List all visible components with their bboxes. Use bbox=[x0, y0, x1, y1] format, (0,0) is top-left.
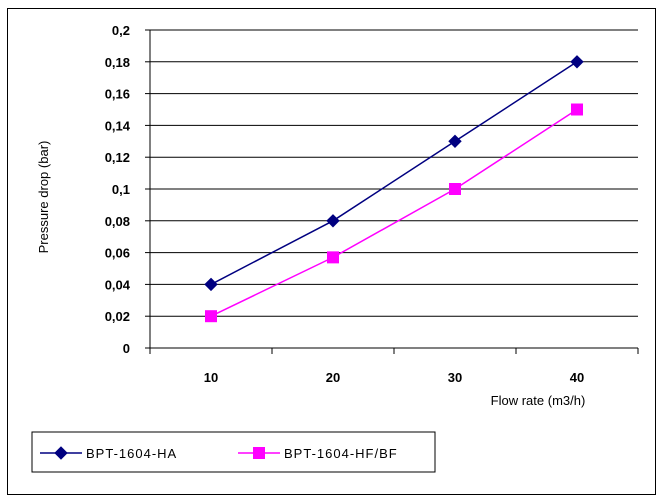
legend-marker bbox=[253, 447, 265, 459]
y-tick-label: 0,1 bbox=[112, 182, 130, 197]
legend-label: BPT-1604-HF/BF bbox=[284, 446, 398, 461]
data-point bbox=[570, 55, 584, 69]
legend: BPT-1604-HA BPT-1604-HF/BF bbox=[40, 446, 398, 461]
data-point bbox=[571, 103, 583, 116]
legend-marker bbox=[54, 446, 68, 460]
tick-labels: 0 0,02 0,04 0,06 0,08 0,1 0,12 0,14 0,16 0,18 0,2 1… bbox=[105, 23, 585, 385]
x-tick-label: 40 bbox=[570, 370, 584, 385]
x-tick-label: 10 bbox=[204, 370, 218, 385]
x-axis-title: Flow rate (m3/h) bbox=[491, 393, 586, 408]
y-tick-label: 0,02 bbox=[105, 309, 130, 324]
y-tick-label: 0,12 bbox=[105, 150, 130, 165]
data-point bbox=[205, 310, 217, 323]
series-layer bbox=[204, 55, 584, 323]
x-tick-label: 20 bbox=[326, 370, 340, 385]
axes bbox=[145, 29, 639, 354]
data-point bbox=[326, 214, 340, 228]
data-point bbox=[448, 134, 462, 149]
grid-lines bbox=[150, 29, 638, 317]
x-tick-label: 30 bbox=[448, 370, 462, 385]
y-tick-label: 0,14 bbox=[105, 118, 131, 133]
y-tick-label: 0,16 bbox=[105, 87, 130, 102]
y-axis-title: Pressure drop (bar) bbox=[36, 141, 51, 254]
series-line bbox=[210, 61, 578, 286]
legend-label: BPT-1604-HA bbox=[86, 446, 177, 461]
y-tick-label: 0,04 bbox=[105, 277, 131, 292]
data-point bbox=[327, 251, 339, 264]
y-tick-label: 0,18 bbox=[105, 55, 130, 70]
data-point bbox=[204, 277, 218, 292]
y-tick-label: 0,06 bbox=[105, 246, 130, 261]
y-tick-label: 0,2 bbox=[112, 23, 130, 38]
y-tick-label: 0 bbox=[123, 341, 130, 356]
data-point bbox=[449, 183, 461, 195]
series-1 bbox=[204, 55, 584, 292]
series-2 bbox=[205, 103, 583, 323]
legend-box bbox=[31, 431, 436, 473]
series-line bbox=[210, 108, 578, 317]
y-tick-label: 0,08 bbox=[105, 214, 130, 229]
